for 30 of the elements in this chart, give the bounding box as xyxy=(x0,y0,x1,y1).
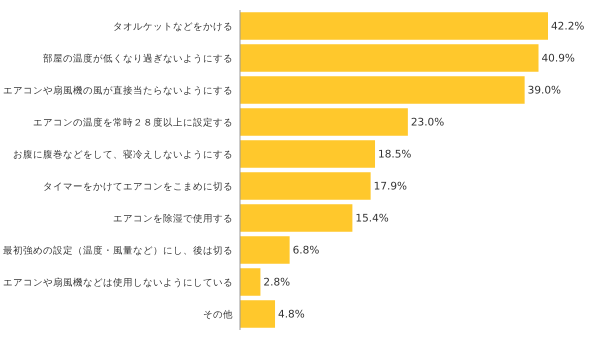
bar xyxy=(240,300,276,328)
y-tick-label: エアコンを除湿で使用する xyxy=(113,212,233,224)
data-label: 40.9% xyxy=(542,52,575,65)
y-tick-label: 最初強めの設定（温度・風量など）にし、後は切る xyxy=(3,244,233,256)
data-label: 23.0% xyxy=(410,116,444,129)
y-tick-label: その他 xyxy=(203,308,233,320)
bar xyxy=(240,44,539,72)
bar xyxy=(240,204,352,232)
y-tick-label: エアコンや扇風機などは使用しないようにしている xyxy=(3,276,233,288)
bar xyxy=(240,236,290,264)
y-tick-label: お腹に腹巻などをして、寝冷えしないようにする xyxy=(13,148,233,160)
y-tick-label: エアコンの温度を常時２８度以上に設定する xyxy=(33,116,233,128)
data-label: 6.8% xyxy=(292,244,320,257)
y-tick-label: タオルケットなどをかける xyxy=(113,21,233,32)
data-label: 2.8% xyxy=(263,276,290,289)
bar xyxy=(240,140,376,168)
bar xyxy=(240,12,548,40)
data-label: 17.9% xyxy=(374,180,408,193)
data-label: 39.0% xyxy=(528,84,562,97)
data-label: 42.2% xyxy=(551,20,584,33)
y-tick-label: タイマーをかけてエアコンをこまめに切る xyxy=(43,180,233,192)
data-label: 15.4% xyxy=(355,212,389,225)
data-label: 4.8% xyxy=(278,308,305,321)
bar xyxy=(240,172,371,200)
data-label: 18.5% xyxy=(378,148,412,161)
bar xyxy=(240,76,525,104)
bar xyxy=(240,268,260,296)
bar xyxy=(240,108,408,136)
y-tick-label: 部屋の温度が低くなり過ぎないようにする xyxy=(43,52,233,64)
y-tick-label: エアコンや扇風機の風が直接当たらないようにする xyxy=(3,84,233,96)
